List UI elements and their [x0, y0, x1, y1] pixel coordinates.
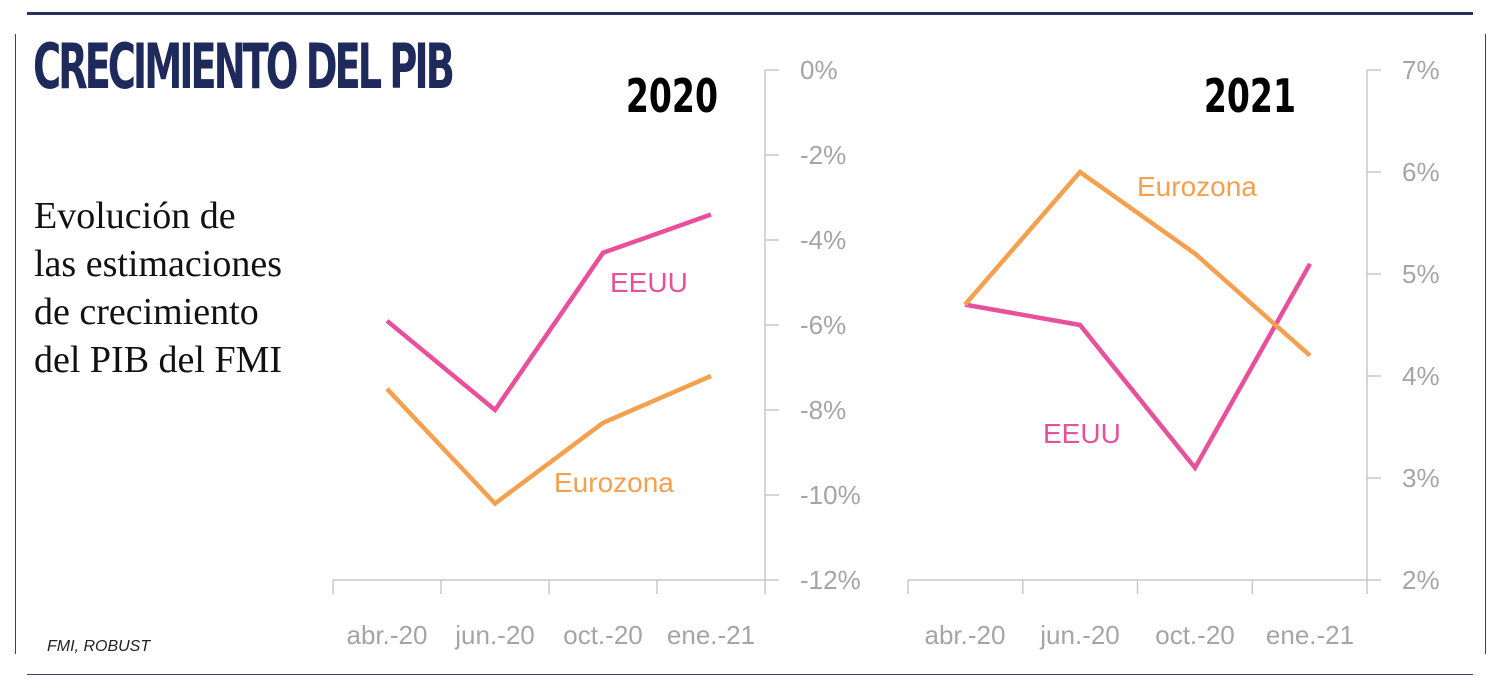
chart-0: abr.-20 jun.-20 oct.-20 ene.-21 0% -2% -4% -6% -…	[332, 55, 861, 650]
y-tick-label: -12%	[800, 565, 861, 595]
y-tick-label: 7%	[1402, 55, 1440, 85]
page-subtitle: Evolución de las estimaciones de crecimi…	[34, 195, 283, 381]
x-tick-label: jun.-20	[454, 620, 535, 650]
series-label-eurozona: Eurozona	[554, 467, 674, 498]
chart-year-label: 2021	[1204, 71, 1296, 124]
bottom-rule	[27, 674, 1473, 675]
x-tick-label: abr.-20	[925, 620, 1006, 650]
y-tick-label: -4%	[800, 225, 846, 255]
y-tick-label: 4%	[1402, 361, 1440, 391]
series-label-eeuu: EEUU	[1043, 418, 1121, 449]
series-line-eurozona	[963, 168, 1312, 358]
x-tick-label: oct.-20	[563, 620, 643, 650]
x-tick-label: ene.-21	[1266, 620, 1354, 650]
y-tick-label: -10%	[800, 480, 861, 510]
y-tick-label: 2%	[1402, 565, 1440, 595]
y-tick-label: 6%	[1402, 157, 1440, 187]
x-tick-label: abr.-20	[347, 620, 428, 650]
chart-1: abr.-20 jun.-20 oct.-20 ene.-21 7% 6% 5% 4% 3% 2%…	[907, 55, 1440, 650]
series-label-eurozona: Eurozona	[1137, 171, 1257, 202]
x-tick-label: jun.-20	[1039, 620, 1120, 650]
y-tick-label: -8%	[800, 395, 846, 425]
chart-year-label: 2020	[626, 71, 718, 124]
left-rule	[15, 34, 16, 654]
source-note: FMI, ROBUST	[47, 638, 151, 655]
series-line-eeuu	[964, 262, 1312, 472]
top-rule	[27, 12, 1473, 15]
y-tick-label: 0%	[800, 55, 838, 85]
y-tick-label: -6%	[800, 310, 846, 340]
y-tick-label: 3%	[1402, 463, 1440, 493]
y-tick-label: -2%	[800, 140, 846, 170]
y-tick-label: 5%	[1402, 259, 1440, 289]
x-tick-label: oct.-20	[1155, 620, 1235, 650]
x-tick-label: ene.-21	[667, 620, 755, 650]
series-label-eeuu: EEUU	[610, 267, 688, 298]
right-rule	[1485, 34, 1486, 654]
series-line-eeuu	[385, 212, 712, 414]
series-line-eurozona	[385, 373, 712, 507]
